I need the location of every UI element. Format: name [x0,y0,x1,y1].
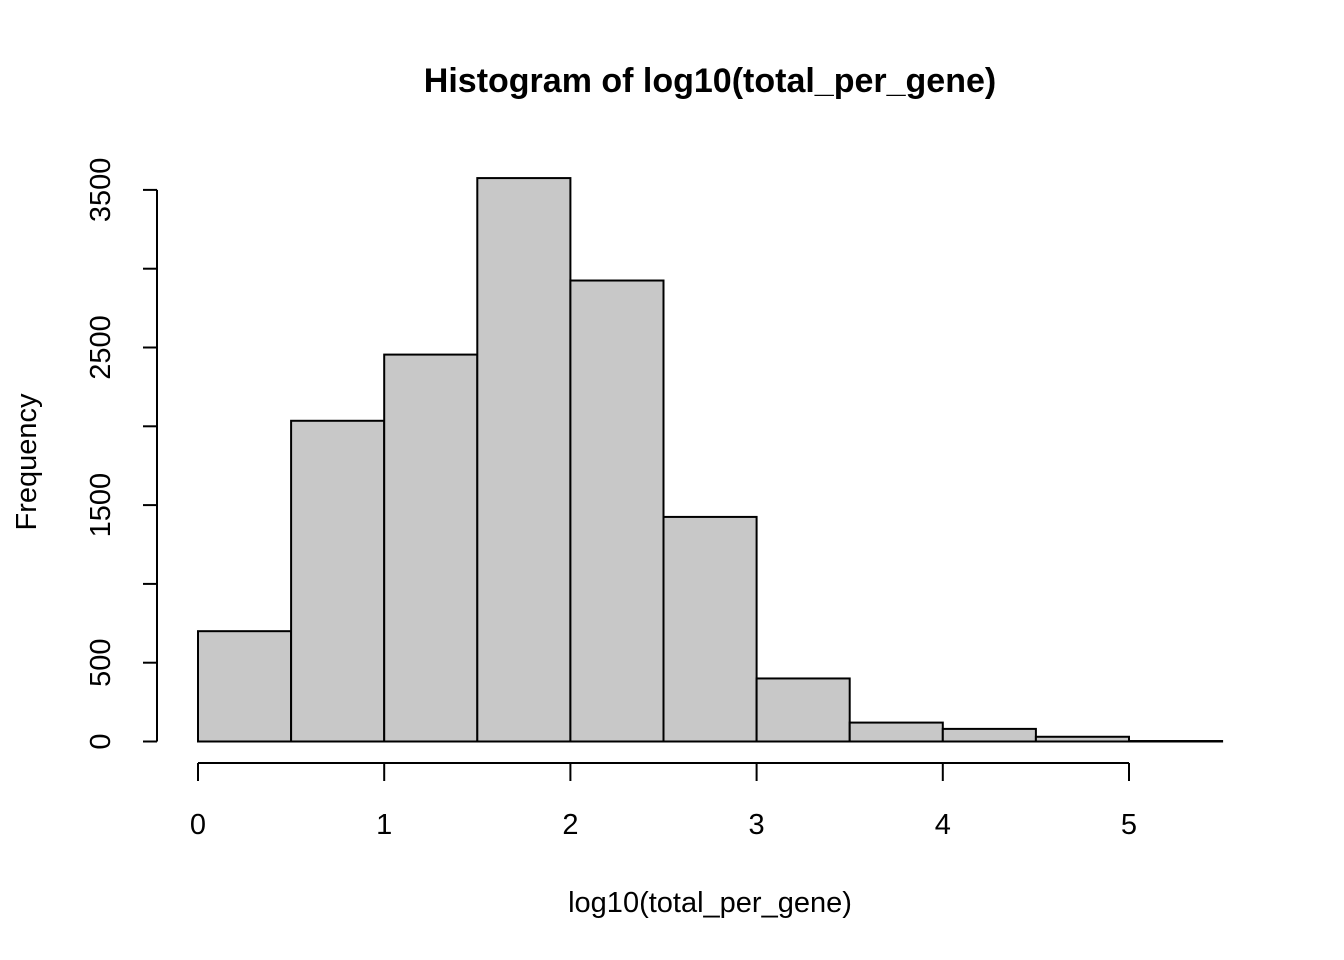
y-tick-label-1500: 1500 [85,473,117,538]
y-axis: 0 500 1500 2500 3500 [85,158,158,750]
histogram-bar-8 [941,727,1037,743]
x-tick-label-0: 0 [190,809,206,841]
x-axis-label: log10(total_per_gene) [568,887,852,919]
y-axis-label: Frequency [11,393,43,531]
y-tick-label-500: 500 [85,639,117,687]
x-tick-label-4: 4 [935,809,951,841]
chart-title: Histogram of log10(total_per_gene) [424,62,996,100]
histogram-bar-4 [569,279,665,743]
x-tick-label-2: 2 [562,809,578,841]
histogram-bar-1 [290,419,386,743]
histogram-bar-9 [1034,735,1131,743]
histogram-bar-2 [383,353,479,743]
histogram-bar-0 [197,630,293,743]
histogram-bar-3 [476,177,572,743]
histogram-bar-5 [662,515,758,743]
x-tick-label-3: 3 [749,809,765,841]
histogram-bar-7 [848,721,944,743]
y-tick-label-2500: 2500 [85,315,117,380]
y-tick-label-3500: 3500 [85,158,117,223]
bars-group [197,177,1224,743]
x-axis: 0 1 2 3 4 5 [190,762,1137,841]
histogram-bar-6 [755,677,851,743]
x-tick-label-1: 1 [376,809,392,841]
y-tick-label-0: 0 [85,733,117,749]
x-tick-label-5: 5 [1121,809,1137,841]
